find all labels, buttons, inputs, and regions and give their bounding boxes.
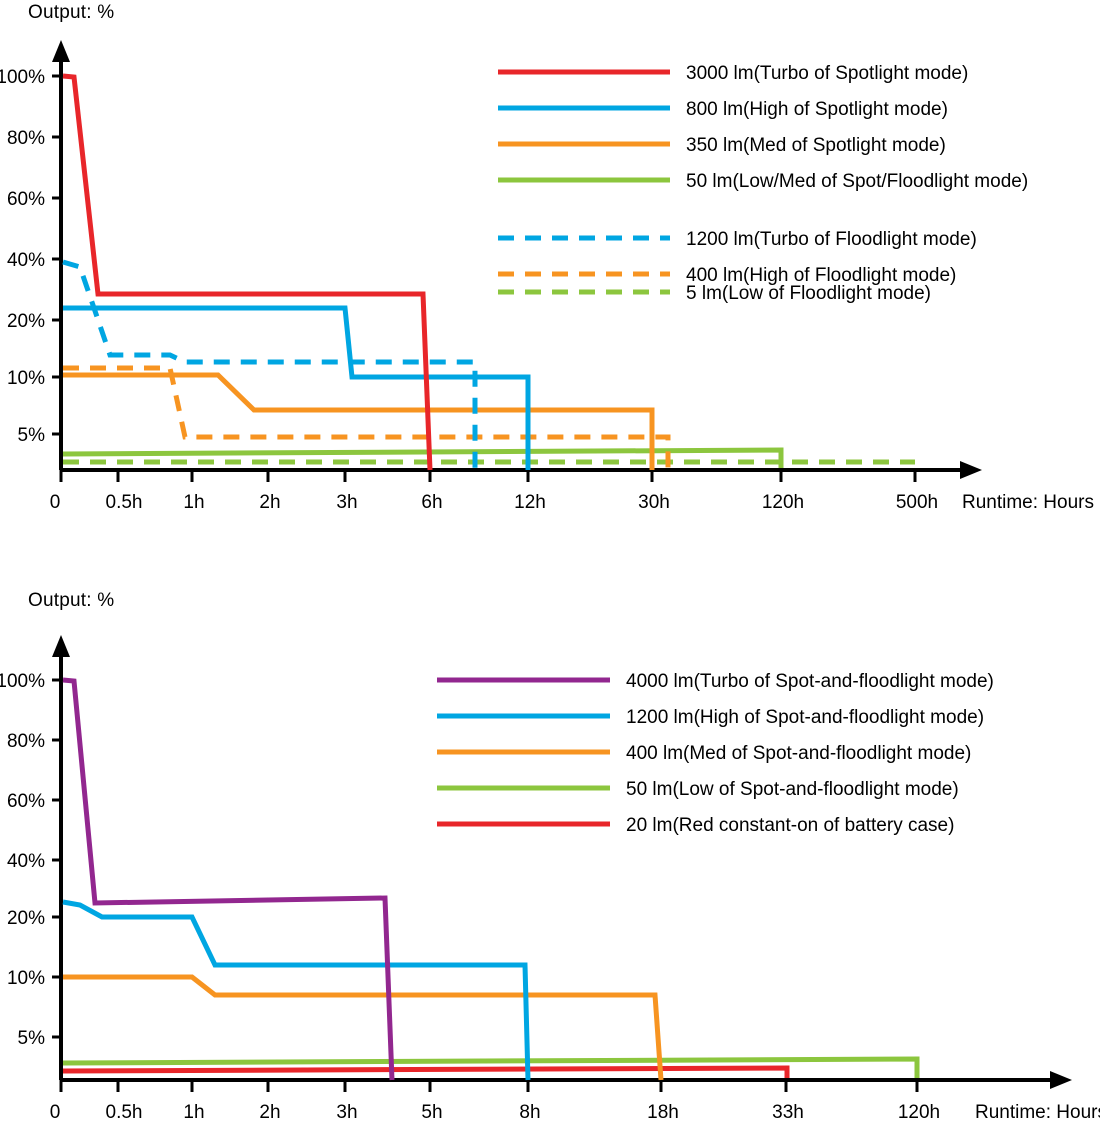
- chart1-ytick-6: 5%: [18, 425, 46, 446]
- chart2-xtick-8: 33h: [772, 1102, 804, 1121]
- chart1-legend: 3000 lm(Turbo of Spotlight mode) 800 lm(…: [498, 63, 1028, 304]
- chart2-y-axis-arrow: [52, 635, 70, 657]
- chart2-ytick-2: 60%: [7, 791, 45, 812]
- chart2-x-axis-title: Runtime: Hours: [975, 1102, 1100, 1121]
- chart2-x-axis-arrow: [1050, 1071, 1072, 1089]
- chart1-xtick-7: 30h: [638, 492, 670, 513]
- chart1-ytick-1: 80%: [7, 128, 45, 149]
- chart2-xtick-3: 2h: [259, 1102, 280, 1121]
- chart1-ytick-2: 60%: [7, 189, 45, 210]
- chart2-xtick-4: 3h: [336, 1102, 357, 1121]
- chart1-legend-label-2: 350 lm(Med of Spotlight mode): [686, 135, 946, 156]
- series-1200lm-high-spot-and-flood: [62, 899, 531, 1081]
- chart2-xtick-2: 1h: [183, 1102, 204, 1121]
- chart2-legend-label-3: 50 lm(Low of Spot-and-floodlight mode): [626, 779, 959, 800]
- chart2-xtick-1: 0.5h: [106, 1102, 143, 1121]
- chart1-xtick-4: 3h: [336, 492, 357, 513]
- chart1-x-ticks: 0 0.5h 1h 2h 3h 6h 12h 30h 120h 500h Run…: [50, 470, 1094, 513]
- chart2-ytick-4: 20%: [7, 908, 45, 929]
- chart1-svg: 100% 80% 60% 40% 20% 10% 5% 0: [0, 40, 1094, 513]
- chart1-ytick-5: 10%: [7, 368, 45, 389]
- chart1-xtick-0: 0: [50, 492, 61, 513]
- series-800lm-high-spotlight: [63, 305, 531, 470]
- chart2-axes: [52, 635, 1072, 1089]
- chart2-ytick-1: 80%: [7, 731, 45, 752]
- chart1-legend-label-1: 800 lm(High of Spotlight mode): [686, 99, 948, 120]
- series-50lm-low-med-spot-flood: [62, 447, 784, 468]
- chart2-y-axis-title: Output: %: [28, 590, 115, 611]
- chart2-legend-label-0: 4000 lm(Turbo of Spot-and-floodlight mod…: [626, 671, 994, 692]
- chart2-series: [62, 677, 920, 1081]
- chart2-svg: 100% 80% 60% 40% 20% 10% 5% 0: [0, 635, 1100, 1121]
- chart1-y-ticks: 100% 80% 60% 40% 20% 10% 5%: [0, 67, 61, 446]
- chart1-legend-label-5: 400 lm(High of Floodlight mode): [686, 265, 956, 286]
- series-20lm-red-constant-on: [62, 1065, 790, 1078]
- chart1-ytick-0: 100%: [0, 67, 45, 88]
- chart2-ytick-6: 5%: [18, 1028, 46, 1049]
- chart1-ytick-4: 20%: [7, 311, 45, 332]
- chart1-xtick-1: 0.5h: [106, 492, 143, 513]
- chart2-xtick-7: 18h: [647, 1102, 679, 1121]
- chart1-legend-label-0: 3000 lm(Turbo of Spotlight mode): [686, 63, 968, 84]
- chart2-ytick-0: 100%: [0, 671, 45, 692]
- chart2-ytick-3: 40%: [7, 851, 45, 872]
- series-4000lm-turbo-spot-and-flood: [62, 677, 395, 1081]
- chart2-ytick-5: 10%: [7, 968, 45, 989]
- chart1-series: [62, 73, 915, 471]
- chart2-legend: 4000 lm(Turbo of Spot-and-floodlight mod…: [437, 671, 994, 836]
- chart1-ytick-3: 40%: [7, 250, 45, 271]
- chart1-xtick-6: 12h: [514, 492, 546, 513]
- chart2-legend-label-1: 1200 lm(High of Spot-and-floodlight mode…: [626, 707, 984, 728]
- series-400lm-med-spot-and-flood: [63, 974, 664, 1081]
- series-3000lm-turbo-spotlight: [62, 73, 433, 471]
- chart2-xtick-6: 8h: [519, 1102, 540, 1121]
- chart-spot-and-floodlight: Output: % 100% 80% 60% 40%: [0, 565, 1100, 1121]
- chart1-legend-label-4: 1200 lm(Turbo of Floodlight mode): [686, 229, 977, 250]
- chart1-xtick-9: 500h: [896, 492, 938, 513]
- chart2-x-ticks: 0 0.5h 1h 2h 3h 5h 8h 18h 33h 120h Runti…: [50, 1080, 1100, 1121]
- chart1-x-axis-title: Runtime: Hours: [962, 492, 1094, 513]
- chart1-legend-label-3: 50 lm(Low/Med of Spot/Floodlight mode): [686, 171, 1028, 192]
- series-350lm-med-spotlight: [63, 372, 655, 470]
- chart1-y-axis-title: Output: %: [28, 2, 115, 23]
- chart2-xtick-0: 0: [50, 1102, 61, 1121]
- chart1-y-axis-arrow: [52, 40, 70, 62]
- chart1-xtick-8: 120h: [762, 492, 804, 513]
- series-400lm-high-floodlight: [63, 365, 671, 470]
- chart1-x-axis-arrow: [960, 461, 982, 479]
- series-1200lm-turbo-floodlight: [62, 259, 478, 470]
- chart2-legend-label-2: 400 lm(Med of Spot-and-floodlight mode): [626, 743, 971, 764]
- chart1-xtick-2: 1h: [183, 492, 204, 513]
- chart1-legend-label-6: 5 lm(Low of Floodlight mode): [686, 283, 931, 304]
- chart1-axes: [52, 40, 982, 479]
- chart2-xtick-5: 5h: [421, 1102, 442, 1121]
- chart2-y-ticks: 100% 80% 60% 40% 20% 10% 5%: [0, 671, 61, 1049]
- chart2-legend-label-4: 20 lm(Red constant-on of battery case): [626, 815, 954, 836]
- series-50lm-low-spot-and-flood: [62, 1056, 920, 1078]
- chart1-xtick-3: 2h: [259, 492, 280, 513]
- chart-spotlight-floodlight: Output: % 100% 80% 60% 40%: [0, 0, 1100, 540]
- chart1-xtick-5: 6h: [421, 492, 442, 513]
- chart2-xtick-9: 120h: [898, 1102, 940, 1121]
